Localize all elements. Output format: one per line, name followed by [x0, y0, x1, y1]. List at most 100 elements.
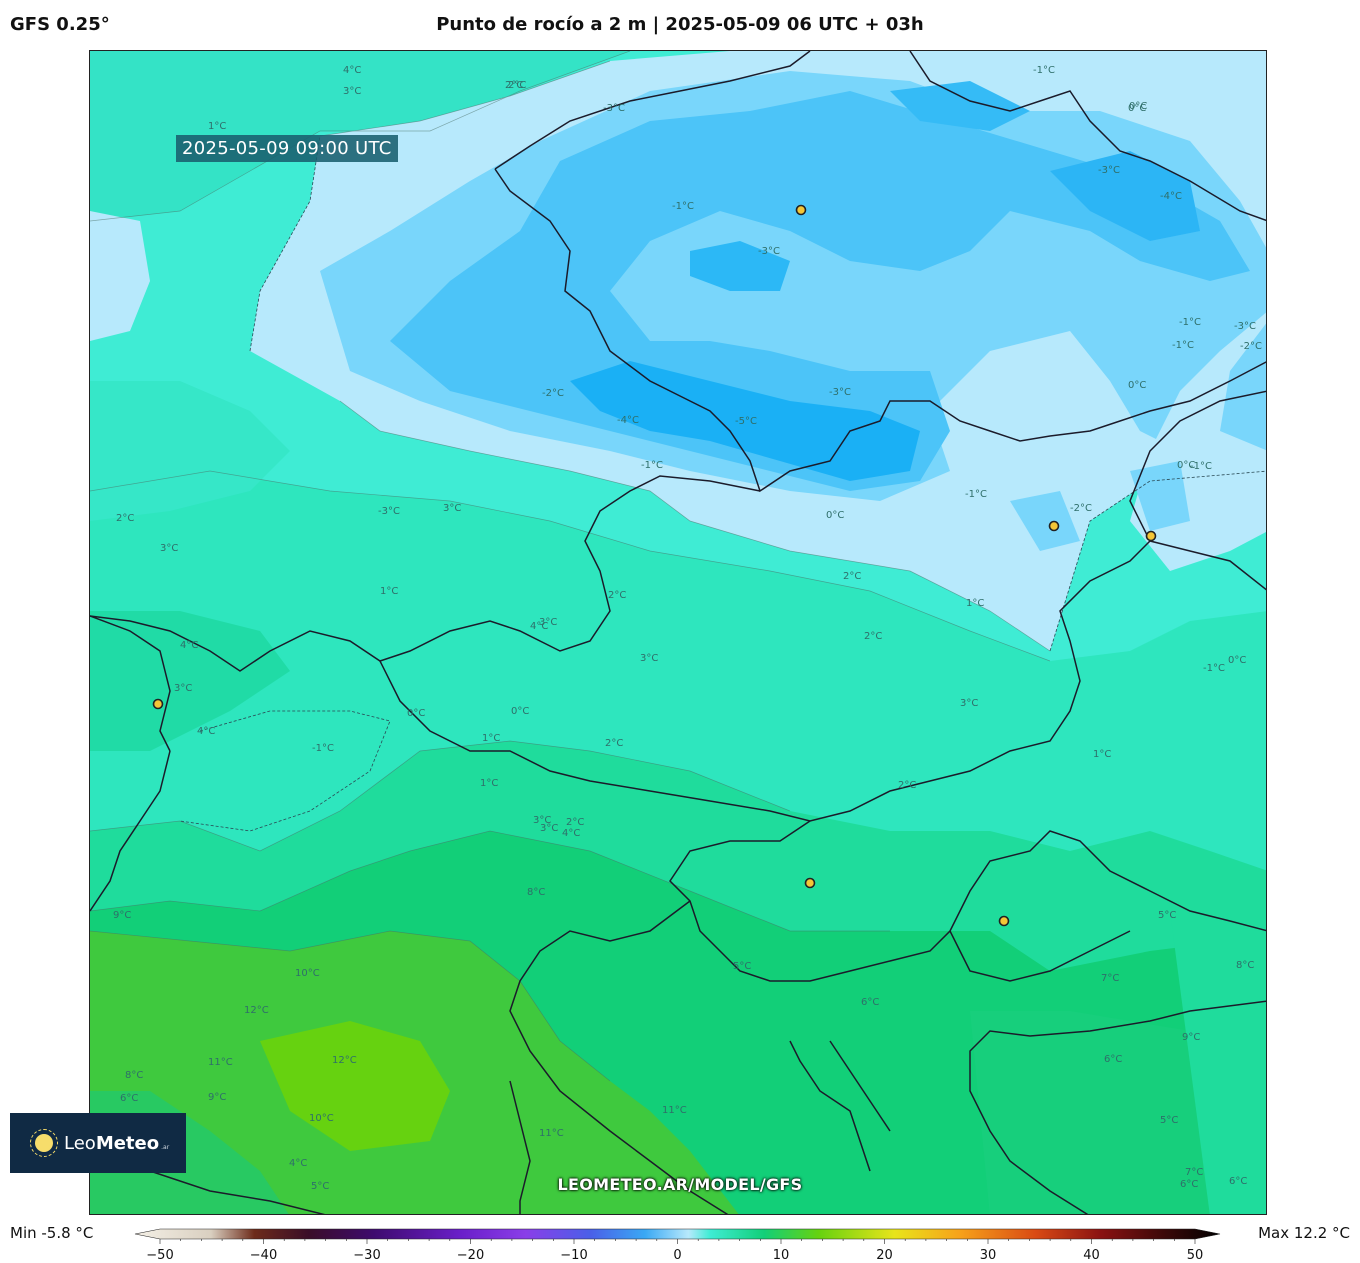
contour-label: 6°C [1180, 1179, 1198, 1190]
contour-label: 0°C [407, 708, 425, 719]
contour-label: 2°C [608, 590, 626, 601]
contour-label: 2°C [116, 513, 134, 524]
contour-label: 4°C [530, 621, 548, 632]
colorbar-tick-label: 50 [1186, 1248, 1204, 1263]
field-deep-blue-4 [890, 81, 1030, 131]
contour-label: 8°C [125, 1070, 143, 1081]
contour-label: -4°C [1160, 191, 1182, 202]
contour-label: 2°C [566, 817, 584, 828]
field-teal-west [90, 381, 290, 521]
contour-label: -1°C [1172, 340, 1194, 351]
logo-wordmark: LeoMeteo [64, 1132, 160, 1154]
watermark-url: LEOMETEO.AR/MODEL/GFS [557, 1175, 803, 1194]
contour-label: 0°C [1128, 103, 1146, 114]
model-name: GFS 0.25° [10, 14, 110, 35]
contour-label: 5°C [1160, 1115, 1178, 1126]
contour-label: -3°C [1234, 321, 1256, 332]
colorbar-tick-label: −40 [249, 1248, 278, 1263]
contour-label: 7°C [1185, 1167, 1203, 1178]
contour-label: 12°C [244, 1005, 269, 1016]
contour-label: 3°C [640, 653, 658, 664]
contour-label: 12°C [332, 1055, 357, 1066]
logo-suffix: .ar [161, 1143, 170, 1151]
contour-label: -5°C [735, 416, 757, 427]
contour-label: -2°C [542, 388, 564, 399]
contour-label: 10°C [309, 1113, 334, 1124]
contour-label: 9°C [113, 910, 131, 921]
contour-label: 2°C [605, 738, 623, 749]
contour-label: 5°C [311, 1181, 329, 1192]
contour-label: -1°C [1179, 317, 1201, 328]
field-deep-blue-1 [570, 361, 920, 481]
field-patch-2 [1130, 461, 1190, 531]
contour-lines [90, 51, 1051, 1082]
contour-label: 3°C [343, 86, 361, 97]
contour-label: -1°C [965, 489, 987, 500]
contour-label: 0°C [1128, 380, 1146, 391]
contour-label: -1°C [1190, 461, 1212, 472]
contour-labels: 2°C4°C3°C2°C1°C-3°C-1°C-3°C-3°C-4°C0°C-1… [113, 65, 1262, 1192]
field-deep-blue-2 [690, 241, 790, 291]
contour-label: 0°C [826, 510, 844, 521]
contour-label: 2°C [898, 780, 916, 791]
contour-label: -3°C [829, 387, 851, 398]
valid-time-badge: 2025-05-09 09:00 UTC [176, 135, 398, 162]
contour-label: -2°C [1240, 341, 1262, 352]
city-marker [804, 877, 816, 889]
contour-label: 11°C [208, 1057, 233, 1068]
colorbar-ticks [159, 1239, 1196, 1244]
colorbar-tick-label: 10 [772, 1248, 790, 1263]
contour-label: 11°C [662, 1105, 687, 1116]
forecast-map[interactable]: 2°C 4°C 3°C 2°C 1°C -3°C -1°C -3°C -3°C -4°C 0°C -1… [89, 50, 1267, 1215]
contour-label: -1°C [312, 743, 334, 754]
field-east-light [1220, 323, 1266, 451]
map-canvas: 2°C4°C3°C2°C1°C-3°C-1°C-3°C-3°C-4°C0°C-1… [90, 51, 1266, 1214]
city-marker [998, 915, 1010, 927]
contour-label: 9°C [1182, 1032, 1200, 1043]
contour-label: -3°C [378, 506, 400, 517]
contour-label: 4°C [343, 65, 361, 76]
contour-label: -1°C [672, 201, 694, 212]
contour-label: 3°C [960, 698, 978, 709]
leometeo-logo[interactable]: LeoMeteo .ar [10, 1113, 186, 1173]
city-marker [1145, 530, 1157, 542]
contour-label: 4°C [562, 828, 580, 839]
contour-label: 4°C [289, 1158, 307, 1169]
contour-label: 6°C [1229, 1176, 1247, 1187]
min-value-label: Min -5.8 °C [10, 1224, 94, 1242]
contour-label: 2°C [505, 80, 523, 91]
colorbar [134, 1228, 1221, 1244]
contour-label: 5°C [733, 961, 751, 972]
field-yellow-green [260, 1021, 450, 1151]
contour-label: 4°C [197, 726, 215, 737]
sun-icon [30, 1129, 58, 1157]
contour-label: 1°C [1093, 749, 1111, 760]
contour-label: -4°C [617, 415, 639, 426]
field-deep-blue-3 [1050, 151, 1200, 241]
contour-label: 7°C [1101, 973, 1119, 984]
colorbar-tick-label: −30 [353, 1248, 381, 1263]
field-teal-north [90, 51, 630, 221]
contour-label: -1°C [1203, 663, 1225, 674]
contour-label: 2°C [508, 80, 526, 91]
contour-label: 3°C [443, 503, 461, 514]
contour-label: 0°C [1177, 460, 1195, 471]
colorbar-tick-label: −10 [560, 1248, 588, 1263]
contour-label: 6°C [120, 1093, 138, 1104]
colorbar-tick-label: 0 [673, 1248, 682, 1263]
city-marker [1048, 520, 1060, 532]
contour-label: 1°C [482, 733, 500, 744]
contour-label: 9°C [208, 1092, 226, 1103]
contour-label: 3°C [533, 815, 551, 826]
colorbar-ramp [134, 1228, 1221, 1240]
contour-label: 3°C [539, 617, 557, 628]
colorbar-tick-label: −20 [456, 1248, 485, 1263]
contour-label: 3°C [174, 683, 192, 694]
contour-label: 8°C [1236, 960, 1254, 971]
city-marker [795, 204, 807, 216]
contour-label: 1°C [208, 121, 226, 132]
field-nw-pale [90, 211, 150, 341]
contour-label: -2°C [1070, 503, 1092, 514]
max-value-label: Max 12.2 °C [1258, 1224, 1350, 1242]
chart-title: Punto de rocío a 2 m | 2025-05-09 06 UTC… [436, 14, 924, 35]
